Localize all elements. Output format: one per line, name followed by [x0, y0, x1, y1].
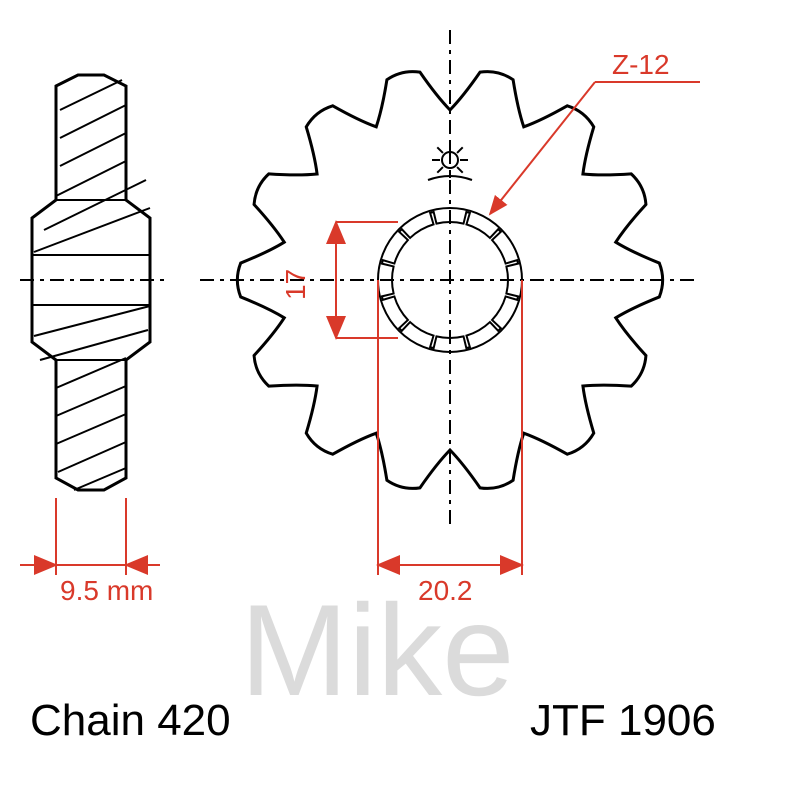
dim-bcd-value: 20.2 — [418, 575, 473, 606]
dim-spline-callout: Z-12 — [490, 49, 700, 214]
label-partno: JTF 1906 — [530, 696, 716, 745]
sprocket-front-view — [200, 30, 700, 530]
dim-bore-value: 17 — [280, 269, 311, 300]
watermark: Mike — [240, 577, 514, 723]
dim-thickness: 9.5 mm — [20, 498, 160, 606]
side-section-view — [20, 75, 168, 490]
label-chain: Chain 420 — [30, 696, 231, 745]
dim-spline-value: Z-12 — [612, 49, 670, 80]
dim-thickness-value: 9.5 mm — [60, 575, 153, 606]
